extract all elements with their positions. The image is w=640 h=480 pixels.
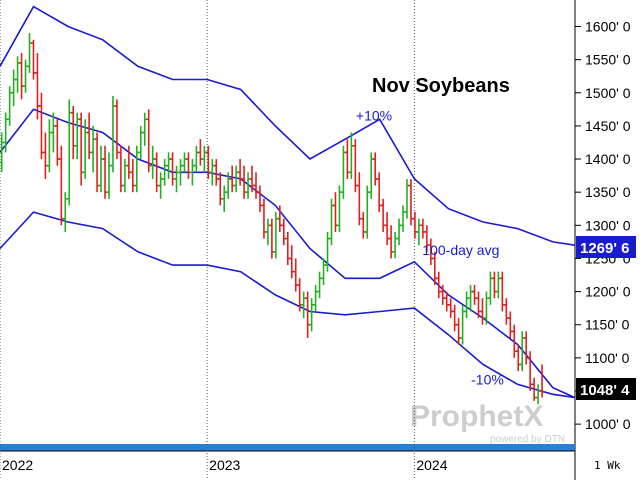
band-value-tag bbox=[576, 236, 636, 258]
tick-marks bbox=[0, 0, 581, 480]
y-tick-label: 1600' 0 bbox=[585, 19, 631, 35]
last-price-tag bbox=[576, 378, 636, 400]
x-tick-label: 2023 bbox=[209, 457, 240, 473]
annotation-label: +10% bbox=[356, 108, 392, 124]
band-value-text: 1269' 6 bbox=[580, 240, 629, 257]
x-tick-label: 2022 bbox=[2, 457, 33, 473]
annotations: +10% 100-day avg -10% bbox=[356, 108, 504, 388]
chart-title: Nov Soybeans bbox=[372, 75, 510, 97]
y-tick-labels: 1600' 0 1550' 0 1500' 0 1450' 0 1400' 0 1350'… bbox=[585, 19, 631, 433]
y-tick-label: 1550' 0 bbox=[585, 52, 631, 68]
ohlc-bar bbox=[539, 364, 545, 398]
x-tick-label: 2024 bbox=[416, 457, 447, 473]
y-tick-label: 1300' 0 bbox=[585, 217, 631, 233]
y-tick-label: 1000' 0 bbox=[585, 416, 631, 432]
band-lines bbox=[0, 5, 576, 399]
x-tick-labels: 2022 2023 2024 bbox=[2, 457, 448, 473]
y-tick-label: 1150' 0 bbox=[585, 317, 630, 333]
watermark: ProphetX powered by DTN bbox=[410, 400, 565, 445]
band-line bbox=[0, 108, 576, 399]
y-tick-label: 1400' 0 bbox=[585, 151, 631, 167]
y-tick-label: 1450' 0 bbox=[585, 118, 631, 134]
band-line bbox=[0, 5, 576, 246]
period-label: 1 Wk bbox=[594, 459, 621, 472]
y-tick-label: 1500' 0 bbox=[585, 85, 631, 101]
last-price-text: 1048' 4 bbox=[580, 382, 630, 399]
annotation-label: -10% bbox=[471, 371, 504, 387]
watermark-brand: ProphetX bbox=[410, 400, 543, 433]
y-tick-label: 1200' 0 bbox=[585, 284, 631, 300]
y-tick-label: 1100' 0 bbox=[585, 350, 630, 366]
band-line bbox=[0, 211, 576, 399]
x-axis-bar bbox=[0, 444, 575, 451]
annotation-label: 100-day avg bbox=[422, 242, 499, 258]
watermark-powered-by: powered by DTN bbox=[490, 434, 565, 445]
price-bars bbox=[0, 33, 545, 405]
y-tick-label: 1350' 0 bbox=[585, 184, 631, 200]
plot-area bbox=[0, 0, 575, 444]
